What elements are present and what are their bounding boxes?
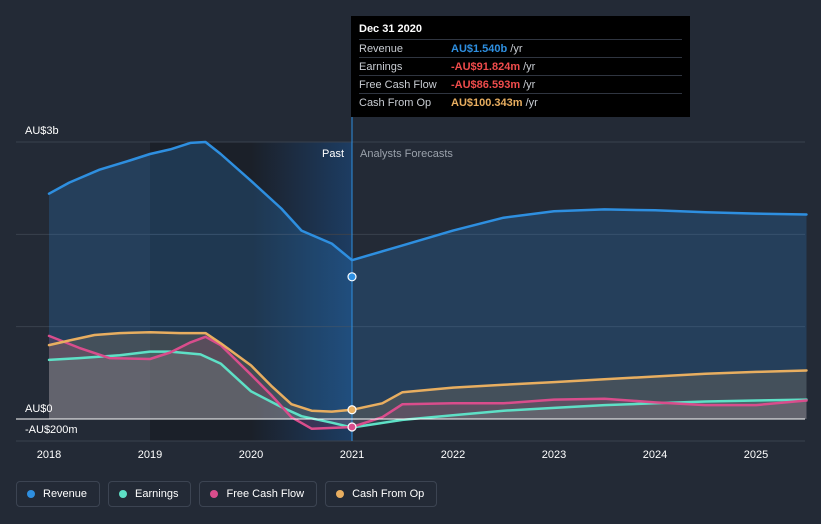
x-tick-label: 2024 <box>643 449 667 461</box>
legend-item-revenue[interactable]: Revenue <box>16 481 101 507</box>
tooltip-row-value: -AU$86.593m <box>451 78 521 91</box>
legend-dot-icon <box>119 490 128 498</box>
tooltip-row-revenue: Revenue AU$1.540b /yr <box>359 39 682 57</box>
x-tick-label: 2021 <box>340 449 364 461</box>
x-tick-label: 2025 <box>744 449 768 461</box>
tooltip-row-unit: /yr <box>523 78 536 91</box>
point-cash-from-op <box>347 405 357 415</box>
highlight-points <box>347 272 357 432</box>
line-revenue <box>47 140 808 262</box>
tooltip-row-value: AU$100.343m <box>451 96 523 109</box>
area-cash-from-op <box>49 332 807 419</box>
tooltip-row-unit: /yr <box>510 42 523 55</box>
legend-label: Earnings <box>135 488 179 500</box>
line-earnings <box>47 350 808 429</box>
legend-item-free-cash-flow[interactable]: Free Cash Flow <box>199 481 318 507</box>
tooltip-row-label: Cash From Op <box>359 96 432 109</box>
area-revenue <box>49 142 807 419</box>
gridlines <box>16 141 805 442</box>
tooltip-row-value: AU$1.540b <box>451 42 508 55</box>
y-axis-label-bottom: -AU$200m <box>25 424 78 436</box>
legend-label: Cash From Op <box>352 488 425 500</box>
legend-dot-icon <box>210 490 219 498</box>
legend-item-cash-from-op[interactable]: Cash From Op <box>325 481 438 507</box>
area-earnings <box>49 351 807 428</box>
x-tick-label: 2018 <box>37 449 61 461</box>
y-axis-label-top: AU$3b <box>25 125 59 137</box>
point-free-cash-flow <box>347 422 357 432</box>
tooltip-row-label: Free Cash Flow <box>359 78 437 91</box>
tooltip-row-unit: /yr <box>523 60 536 73</box>
legend-label: Free Cash Flow <box>226 488 305 500</box>
forecast-label: Analysts Forecasts <box>360 148 453 160</box>
legend-dot-icon <box>336 490 345 498</box>
tooltip-row-label: Earnings <box>359 60 403 73</box>
series-areas <box>49 142 807 429</box>
series-lines <box>47 140 808 430</box>
line-free-cash-flow <box>47 334 808 430</box>
tooltip-row-cash-from-op: Cash From Op AU$100.343m /yr <box>359 93 682 111</box>
x-tick-label: 2023 <box>542 449 566 461</box>
past-label: Past <box>322 148 344 160</box>
x-axis-ticks: 2018 2019 2020 2021 2022 2023 2024 2025 <box>37 449 768 461</box>
tooltip-date: Dec 31 2020 <box>359 23 422 35</box>
point-revenue <box>347 272 357 282</box>
x-tick-label: 2020 <box>239 449 263 461</box>
x-tick-label: 2019 <box>138 449 162 461</box>
legend-label: Revenue <box>43 488 88 500</box>
tooltip: Dec 31 2020 Revenue AU$1.540b /yr Earnin… <box>351 16 690 117</box>
tooltip-row-value: -AU$91.824m <box>451 60 521 73</box>
y-axis-label-zero: AU$0 <box>25 403 53 415</box>
line-cash-from-op <box>47 330 808 413</box>
tooltip-row-label: Revenue <box>359 42 404 55</box>
tooltip-row-earnings: Earnings -AU$91.824m /yr <box>359 57 682 75</box>
x-tick-label: 2022 <box>441 449 465 461</box>
tooltip-row-unit: /yr <box>525 96 538 109</box>
legend-item-earnings[interactable]: Earnings <box>108 481 192 507</box>
legend-dot-icon <box>27 490 35 498</box>
legend: Revenue Earnings Free Cash Flow Cash Fro… <box>16 481 438 507</box>
tooltip-row-free-cash-flow: Free Cash Flow -AU$86.593m /yr <box>359 75 682 93</box>
